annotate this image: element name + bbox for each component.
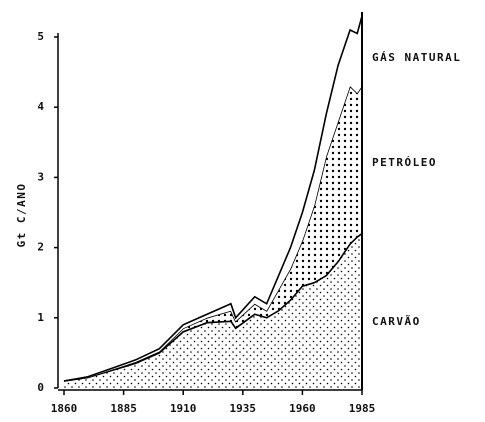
x-tick-label: 1960: [289, 402, 316, 415]
y-tick-label: 2: [37, 241, 44, 254]
y-tick-label: 4: [37, 100, 44, 113]
y-tick-label: 3: [37, 170, 44, 183]
x-tick-label: 1860: [51, 402, 78, 415]
x-tick-label: 1985: [349, 402, 376, 415]
y-tick-label: 1: [37, 311, 44, 324]
area-fill: [64, 86, 362, 381]
y-axis-label: Gt C/ANO: [15, 183, 28, 248]
series-label: CARVÃO: [372, 315, 421, 328]
y-tick-label: 0: [37, 381, 44, 394]
x-tick-label: 1910: [170, 402, 197, 415]
series-label: GÁS NATURAL: [372, 51, 461, 64]
x-tick-label: 1885: [110, 402, 137, 415]
x-tick-label: 1935: [230, 402, 257, 415]
area-fill: [64, 233, 362, 388]
area-line: [63, 15, 363, 382]
series-label: PETRÓLEO: [372, 156, 437, 169]
y-tick-label: 5: [37, 30, 44, 43]
